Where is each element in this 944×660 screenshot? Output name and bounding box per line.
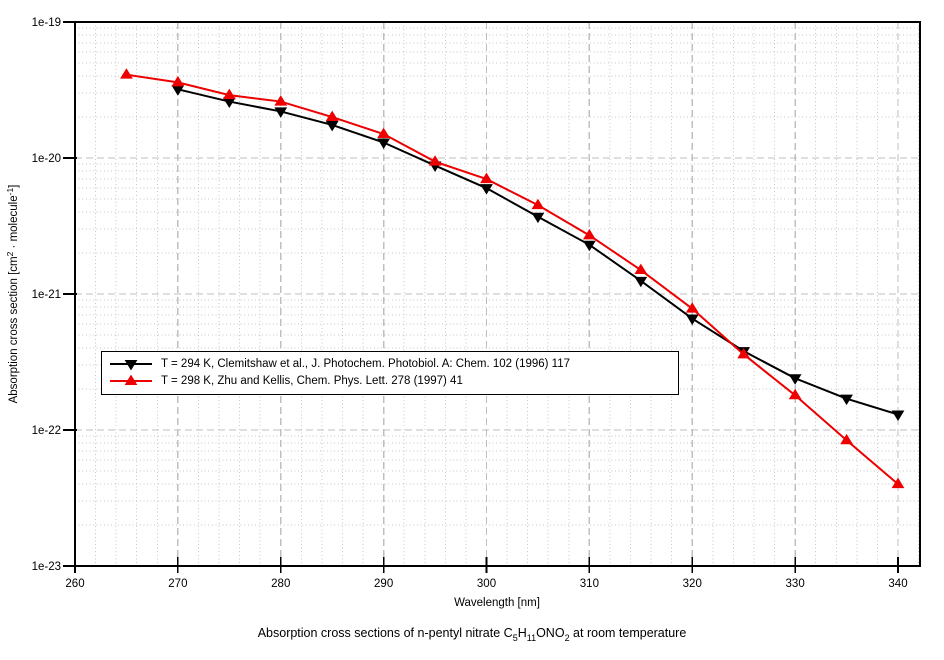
series-marker-zhu-kellis-298k: [891, 477, 905, 489]
series-marker-zhu-kellis-298k: [171, 75, 185, 87]
text-segment: · molecule: [8, 195, 20, 252]
x-tick-label: 320: [683, 578, 702, 590]
series-marker-clemitshaw-294k: [840, 394, 853, 406]
y-tick-label: 1e-22: [32, 425, 61, 437]
series-marker-zhu-kellis-298k: [582, 228, 596, 240]
series-marker-zhu-kellis-298k: [634, 263, 648, 275]
y-tick-label: 1e-20: [32, 153, 61, 165]
text-segment: at room temperature: [569, 626, 687, 640]
series-marker-zhu-kellis-298k: [531, 198, 545, 210]
series-line-zhu-kellis-298k: [126, 73, 899, 485]
x-axis-label: Wavelength [nm]: [454, 597, 540, 609]
chart-caption: Absorption cross sections of n-pentyl ni…: [257, 626, 687, 643]
text-segment: 2: [4, 251, 15, 257]
series-marker-zhu-kellis-298k: [737, 347, 751, 359]
series-marker-clemitshaw-294k: [891, 410, 905, 421]
series-marker-zhu-kellis-298k: [377, 127, 391, 139]
text-segment: -1: [4, 187, 15, 196]
x-tick-label: 280: [271, 578, 290, 590]
text-segment: ONO: [536, 626, 565, 640]
y-axis-label: Absorption cross section [cm2 · molecule…: [4, 185, 21, 404]
series-marker-clemitshaw-294k: [480, 184, 493, 195]
y-tick-label: 1e-23: [32, 561, 61, 573]
series-marker-zhu-kellis-298k: [325, 110, 339, 122]
text-segment: Absorption cross sections of n-pentyl ni…: [257, 626, 513, 640]
text-segment: Absorption cross section [cm: [8, 256, 20, 404]
series-marker-clemitshaw-294k: [531, 212, 545, 224]
axis-ticks: [63, 21, 899, 573]
series-marker-clemitshaw-294k: [582, 240, 596, 252]
series-marker-zhu-kellis-298k: [274, 95, 288, 106]
series-marker-clemitshaw-294k: [685, 314, 699, 326]
series-marker-clemitshaw-294k: [325, 120, 339, 132]
x-tick-label: 310: [580, 578, 599, 590]
y-tick-label: 1e-21: [32, 289, 61, 301]
series-marker-clemitshaw-294k: [274, 107, 288, 118]
series-marker-clemitshaw-294k: [634, 276, 648, 288]
series-marker-zhu-kellis-298k: [120, 68, 133, 79]
x-tick-label: 290: [374, 578, 393, 590]
legend: T = 294 K, Clemitshaw et al., J. Photoch…: [101, 351, 679, 395]
y-tick-labels: 1e-19 1e-20 1e-21 1e-22 1e-23: [32, 17, 61, 573]
series-marker-zhu-kellis-298k: [840, 433, 853, 445]
legend-triangle-up-icon: [110, 375, 152, 385]
legend-triangle-down-icon: [110, 360, 152, 370]
series-marker-zhu-kellis-298k: [480, 172, 493, 184]
series-zhu-kellis-298k: [120, 68, 905, 489]
text-segment: 2: [564, 632, 570, 643]
x-tick-label: 270: [168, 578, 187, 590]
legend-label: T = 294 K, Clemitshaw et al., J. Photoch…: [161, 358, 571, 370]
x-tick-label: 260: [65, 578, 84, 590]
series-marker-zhu-kellis-298k: [222, 88, 236, 100]
plot-border: [74, 21, 921, 573]
x-tick-label: 300: [477, 578, 496, 590]
y-tick-label: 1e-19: [32, 17, 61, 29]
series-marker-zhu-kellis-298k: [428, 155, 442, 166]
text-segment: 5: [512, 632, 518, 643]
series-marker-clemitshaw-294k: [788, 374, 802, 385]
x-tick-label: 330: [786, 578, 805, 590]
series-marker-zhu-kellis-298k: [788, 388, 802, 400]
legend-entry: T = 298 K, Zhu and Kellis, Chem. Phys. L…: [109, 373, 670, 389]
x-tick-label: 340: [888, 578, 907, 590]
legend-label: T = 298 K, Zhu and Kellis, Chem. Phys. L…: [161, 375, 463, 387]
legend-entry: T = 294 K, Clemitshaw et al., J. Photoch…: [109, 356, 670, 372]
text-segment: 11: [526, 632, 537, 643]
text-segment: H: [517, 626, 527, 640]
series-marker-zhu-kellis-298k: [685, 302, 699, 313]
x-tick-labels: 260 270 280 290 300 310 320 330 340: [65, 578, 907, 590]
series-marker-clemitshaw-294k: [377, 138, 391, 149]
major-gridlines: [75, 22, 920, 566]
